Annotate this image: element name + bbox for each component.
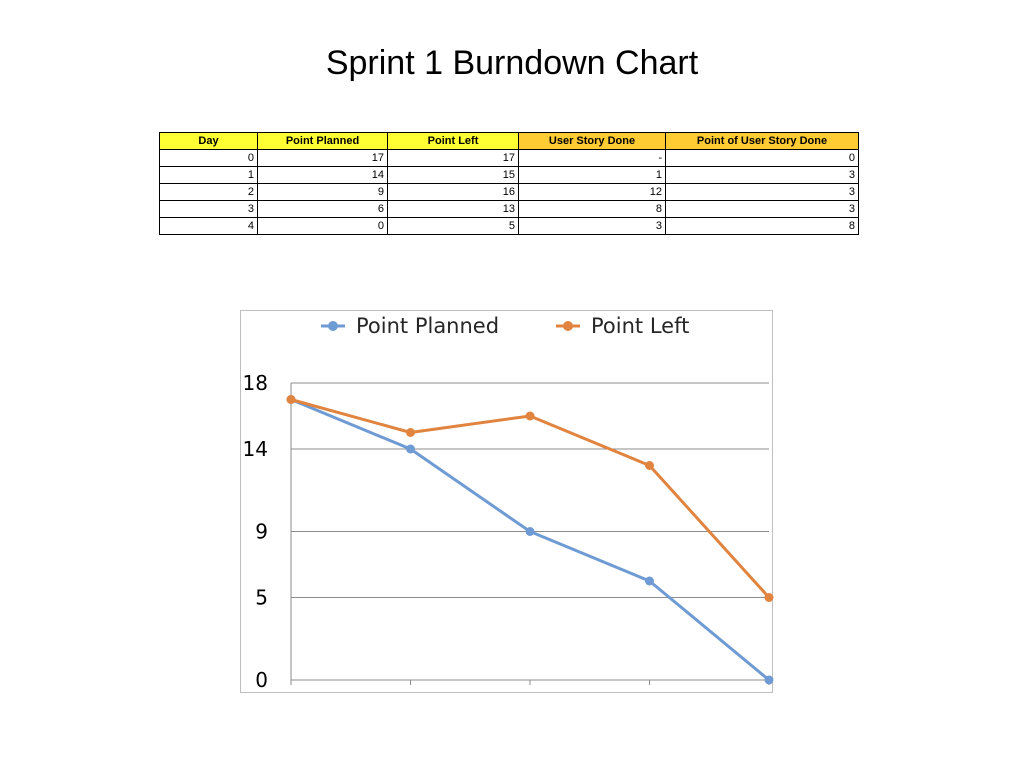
table-cell: 4: [159, 217, 258, 235]
table-cell: 17: [257, 149, 388, 167]
legend-label: Point Left: [591, 314, 689, 338]
data-point: [764, 593, 774, 602]
table-row: 0 17 17 - 0: [159, 149, 859, 167]
table-cell: 15: [387, 166, 519, 184]
table-row: 2 9 16 12 3: [159, 183, 859, 201]
table-row: 3 6 13 8 3: [159, 200, 859, 218]
table-cell: 13: [387, 200, 519, 218]
legend-label: Point Planned: [356, 314, 499, 338]
table-cell: 1: [518, 166, 666, 184]
data-point: [525, 527, 535, 536]
table-cell: 16: [387, 183, 519, 201]
table-cell: 9: [257, 183, 388, 201]
y-tick-label: 5: [255, 586, 268, 610]
table-header-row: Day Point Planned Point Left User Story …: [159, 132, 859, 150]
table-row: 4 0 5 3 8: [159, 217, 859, 235]
legend-swatch-marker: [563, 321, 573, 331]
page-title: Sprint 1 Burndown Chart: [325, 44, 699, 82]
y-tick-label: 9: [255, 520, 268, 544]
table-cell: 3: [665, 183, 859, 201]
table-header-cell: Point Left: [387, 132, 519, 150]
data-point: [645, 576, 654, 586]
table-row: 1 14 15 1 3: [159, 166, 859, 184]
burndown-chart: 0 5 9 14 18 Point Planned Point Left: [240, 310, 774, 693]
data-point: [764, 675, 774, 685]
table-header-cell: Point Planned: [257, 132, 388, 150]
data-point: [645, 461, 654, 470]
table-header-cell: Point of User Story Done: [665, 132, 859, 150]
table-cell: 17: [387, 149, 519, 167]
data-point: [286, 395, 296, 404]
legend-swatch-marker: [328, 321, 338, 331]
table-cell: 8: [518, 200, 666, 218]
table-header-cell: Day: [159, 132, 258, 150]
table-cell: 2: [159, 183, 258, 201]
table-cell: 14: [257, 166, 388, 184]
data-point: [406, 428, 415, 437]
table-cell: 3: [665, 200, 859, 218]
table-cell: 12: [518, 183, 666, 201]
table-cell: 3: [665, 166, 859, 184]
y-tick-label: 14: [243, 437, 268, 461]
data-table: Day Point Planned Point Left User Story …: [159, 132, 859, 235]
table-cell: 3: [518, 217, 666, 235]
table-cell: 1: [159, 166, 258, 184]
table-header-cell: User Story Done: [518, 132, 666, 150]
table-cell: 6: [257, 200, 388, 218]
data-point: [525, 411, 535, 421]
chart-canvas: 0 5 9 14 18 Point Planned Point Left: [243, 314, 774, 692]
table-cell: 8: [665, 217, 859, 235]
table-cell: 0: [257, 217, 388, 235]
table-cell: 0: [159, 149, 258, 167]
y-tick-label: 18: [243, 371, 268, 395]
table-cell: -: [518, 149, 666, 167]
series-line: [290, 398, 770, 682]
y-tick-label: 0: [255, 668, 268, 692]
data-point: [406, 444, 415, 454]
table-cell: 0: [665, 149, 859, 167]
table-cell: 5: [387, 217, 519, 235]
table-cell: 3: [159, 200, 258, 218]
